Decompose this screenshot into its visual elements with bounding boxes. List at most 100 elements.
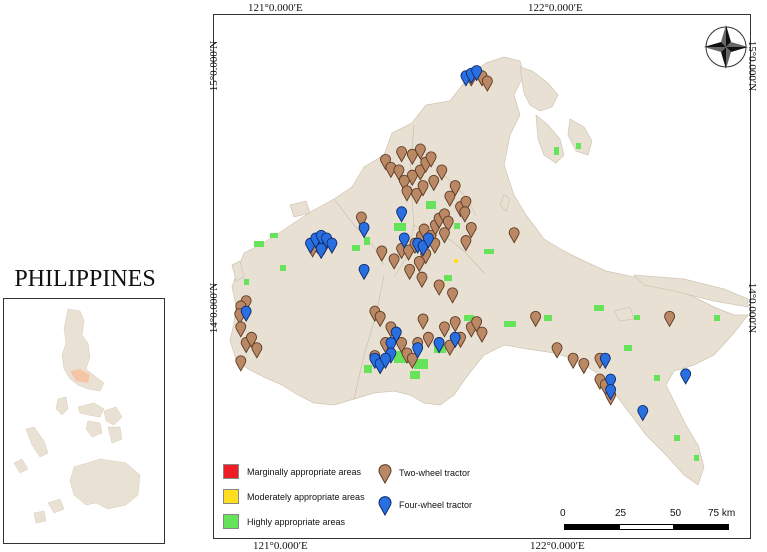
two-wheel-tractor-marker [436, 164, 448, 181]
four-wheel-tractor-marker [396, 206, 408, 223]
latitude-label-right-lower: 14°0.000′N [746, 282, 758, 334]
two-wheel-tractor-marker [251, 342, 263, 359]
four-wheel-tractor-marker [398, 232, 410, 249]
two-wheel-tractor-marker [459, 206, 471, 223]
two-wheel-tractor-marker [406, 148, 418, 166]
scale-segment-3 [674, 524, 729, 530]
two-wheel-tractor-marker [374, 310, 386, 328]
legend-item-four-wheel: Four-wheel tractor [377, 494, 472, 516]
two-wheel-tractor-marker [416, 271, 428, 289]
four-wheel-tractor-marker [599, 352, 611, 370]
compass-rose-icon [704, 25, 748, 69]
four-wheel-tractor-marker [315, 242, 327, 260]
longitude-label-top-left: 121°0.000′E [248, 2, 303, 14]
four-wheel-tractor-marker [605, 373, 617, 391]
legend-item-marginal: Marginally appropriate areas [223, 464, 361, 479]
two-wheel-tractor-marker [235, 355, 247, 372]
two-wheel-tractor-marker [664, 310, 676, 328]
land-polygons [229, 56, 749, 486]
two-wheel-tractor-marker [449, 316, 461, 333]
two-wheel-tractor-marker [393, 164, 405, 181]
two-wheel-tractor-marker [439, 227, 450, 244]
marginal-swatch [223, 464, 239, 479]
two-wheel-tractor-marker [414, 143, 426, 160]
two-wheel-pin-icon [378, 464, 392, 484]
four-wheel-tractor-marker [412, 342, 424, 359]
legend-label: Two-wheel tractor [399, 468, 471, 478]
main-map-svg [229, 25, 749, 486]
moderate-swatch [223, 489, 239, 504]
two-wheel-tractor-marker [551, 342, 563, 359]
longitude-label-bottom-right: 122°0.000′E [530, 540, 585, 552]
two-wheel-tractor-marker [413, 255, 425, 273]
longitude-label-top-right: 122°0.000′E [528, 2, 583, 14]
two-wheel-tractor-marker [508, 227, 520, 244]
two-wheel-tractor-marker [403, 244, 414, 261]
four-wheel-tractor-markers [240, 65, 692, 422]
two-wheel-tractor-marker [396, 146, 408, 163]
two-wheel-tractor-marker [476, 326, 488, 343]
two-wheel-tractor-marker [235, 321, 247, 338]
four-wheel-pin-icon [378, 496, 392, 516]
legend-label: Four-wheel tractor [399, 500, 473, 510]
two-wheel-tractor-marker [578, 357, 590, 375]
two-wheel-tractor-marker [398, 174, 410, 192]
two-wheel-tractor-marker [355, 211, 367, 228]
two-wheel-tractor-marker [465, 221, 477, 239]
latitude-label-left-lower: 14°0.000′N [208, 282, 220, 334]
two-wheel-tractor-marker [425, 151, 437, 168]
latitude-label-left-upper: 15°0.000′N [208, 40, 220, 92]
four-wheel-tractor-marker [605, 384, 617, 401]
four-wheel-tractor-marker [385, 337, 397, 354]
two-wheel-tractor-marker [388, 253, 400, 270]
four-wheel-tractor-marker [471, 65, 483, 82]
two-wheel-tractor-marker [380, 153, 391, 171]
legend-label: Moderately appropriate areas [247, 491, 365, 502]
scale-segment-1 [564, 524, 619, 530]
two-wheel-tractor-marker [447, 287, 458, 304]
two-wheel-tractor-marker [481, 75, 493, 92]
two-wheel-tractor-marker [422, 331, 434, 349]
two-wheel-tractor-marker [460, 195, 472, 213]
scale-label-75: 75 km [708, 508, 736, 519]
four-wheel-tractor-marker [449, 331, 461, 349]
two-wheel-tractor-marker [417, 313, 429, 330]
four-wheel-tractor-marker [380, 352, 391, 370]
legend-item-highly: Highly appropriate areas [223, 514, 345, 529]
scale-label-50: 50 [670, 508, 682, 519]
four-wheel-tractor-marker [358, 263, 370, 281]
two-wheel-tractor-marker [406, 352, 418, 370]
highly-swatch [223, 514, 239, 529]
two-wheel-tractor-marker [396, 337, 408, 354]
latitude-label-right-upper: 15°0.000′N [746, 40, 758, 92]
four-wheel-tractor-marker [422, 232, 434, 249]
scale-segment-2 [619, 524, 674, 530]
two-wheel-tractor-marker [567, 352, 579, 370]
two-wheel-tractor-marker [246, 331, 257, 349]
two-wheel-tractor-marker [414, 164, 426, 181]
inset-title: PHILIPPINES [14, 266, 156, 292]
scale-label-0: 0 [560, 508, 566, 519]
two-wheel-tractor-marker [411, 187, 423, 205]
legend-label: Highly appropriate areas [247, 516, 346, 527]
two-wheel-tractor-marker [433, 279, 445, 296]
study-area-highlight [70, 369, 90, 383]
four-wheel-tractor-marker [417, 240, 429, 257]
two-wheel-tractor-marker [376, 245, 388, 262]
four-wheel-tractor-marker [390, 326, 402, 343]
four-wheel-tractor-marker [433, 337, 445, 354]
two-wheel-tractor-marker [444, 339, 456, 357]
two-wheel-tractor-marker [449, 180, 461, 197]
inset-map [3, 298, 165, 544]
legend-label: Marginally appropriate areas [247, 466, 362, 477]
longitude-label-bottom-left: 121°0.000′E [253, 540, 308, 552]
four-wheel-tractor-marker [680, 368, 692, 385]
legend-item-moderate: Moderately appropriate areas [223, 489, 365, 504]
legend-item-two-wheel: Two-wheel tractor [377, 462, 470, 484]
study-area-map [213, 14, 751, 539]
two-wheel-tractor-marker [442, 215, 454, 233]
two-wheel-tractor-marker [428, 174, 440, 192]
two-wheel-tractor-marker [404, 263, 416, 281]
scale-bar: 0 25 50 75 km [560, 508, 740, 538]
four-wheel-tractor-marker [240, 305, 252, 323]
